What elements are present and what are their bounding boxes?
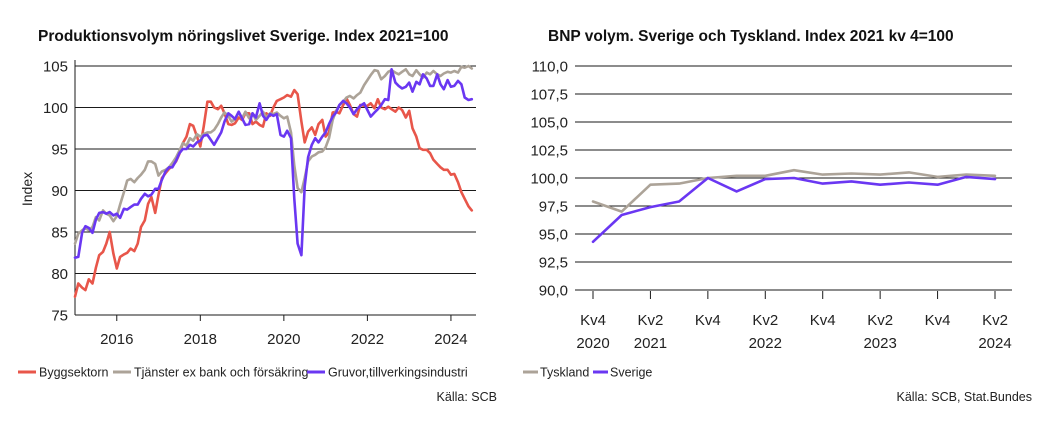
right-chart-x-ticks: Kv4 2020 Kv2 2021 Kv4 Kv2 2022 Kv4 Kv2 2023 Kv4 Kv2… (576, 291, 1012, 352)
left-x-tick-label: 2016 (100, 331, 133, 348)
left-x-tick-label: 2024 (434, 331, 467, 348)
right-y-tick-label: 105,0 (530, 115, 568, 132)
left-y-tick-label: 75 (51, 308, 68, 325)
left-x-tick-label: 2018 (184, 331, 217, 348)
right-x-tick-label: Kv2 (637, 312, 663, 329)
left-chart-series (73, 64, 474, 298)
right-x-year-label: 2024 (978, 335, 1011, 352)
right-y-tick-label: 107,5 (530, 87, 568, 104)
left-series-line-0 (73, 88, 474, 298)
left-legend-label-1: Tjänster ex bank och försäkring (134, 366, 308, 380)
right-chart-legend: Tyskland Sverige (523, 366, 652, 380)
right-chart-y-ticks: 90,0 92,5 95,0 97,5 100,0 102,5 105,0 107,5 110,… (530, 59, 568, 300)
right-y-tick-label: 95,0 (539, 227, 568, 244)
right-x-tick-label: Kv2 (982, 312, 1008, 329)
right-y-tick-label: 102,5 (530, 143, 568, 160)
right-x-tick-label: Kv4 (695, 312, 721, 329)
right-y-tick-label: 110,0 (532, 59, 568, 76)
right-x-year-label: 2021 (634, 335, 667, 352)
right-y-tick-label: 100,0 (530, 171, 568, 188)
left-y-tick-label: 80 (51, 266, 68, 283)
left-chart-grid (74, 60, 476, 316)
left-series-line-1 (73, 64, 474, 245)
left-chart-y-axis-label: Index (19, 172, 35, 206)
right-legend-label-0: Tyskland (540, 366, 589, 380)
left-series-line-2 (73, 68, 474, 259)
right-x-tick-label: Kv4 (580, 312, 606, 329)
left-x-tick-label: 2022 (351, 331, 384, 348)
left-y-tick-label: 95 (51, 142, 68, 159)
right-x-tick-label: Kv2 (867, 312, 893, 329)
right-x-tick-label: Kv2 (752, 312, 778, 329)
right-series-line-1 (591, 175, 997, 244)
right-series-line-0 (591, 168, 997, 213)
left-x-tick-label: 2020 (267, 331, 300, 348)
left-y-tick-label: 85 (51, 225, 68, 242)
right-chart-series (591, 168, 997, 244)
right-legend-label-1: Sverige (610, 366, 652, 380)
right-y-tick-label: 97,5 (539, 199, 568, 216)
right-x-year-label: 2020 (576, 335, 609, 352)
left-legend-label-0: Byggsektorn (39, 366, 109, 380)
left-y-tick-label: 90 (51, 183, 68, 200)
left-chart: Produktionsvolym nöringslivet Sverige. I… (18, 28, 497, 404)
left-y-tick-label: 105 (43, 59, 68, 76)
right-y-tick-label: 92,5 (539, 255, 568, 272)
right-x-tick-label: Kv4 (810, 312, 836, 329)
right-y-tick-label: 90,0 (539, 283, 568, 300)
right-chart: BNP volym. Sverige och Tyskland. Index 2… (523, 28, 1032, 404)
left-chart-source: Källa: SCB (437, 390, 497, 404)
right-chart-source: Källa: SCB, Stat.Bundes (897, 390, 1033, 404)
left-chart-x-ticks: 2016 2018 2020 2022 2024 (100, 315, 468, 348)
left-chart-legend: Byggsektorn Tjänster ex bank och försäkri… (18, 366, 468, 380)
left-chart-y-ticks: 75 80 85 90 95 100 105 (43, 59, 68, 325)
right-x-year-label: 2022 (749, 335, 782, 352)
right-x-year-label: 2023 (863, 335, 896, 352)
right-x-tick-label: Kv4 (925, 312, 951, 329)
right-chart-title: BNP volym. Sverige och Tyskland. Index 2… (548, 28, 954, 45)
left-chart-title: Produktionsvolym nöringslivet Sverige. I… (38, 28, 448, 45)
left-legend-label-2: Gruvor,tillverkingsindustri (328, 366, 468, 380)
left-y-tick-label: 100 (43, 100, 68, 117)
